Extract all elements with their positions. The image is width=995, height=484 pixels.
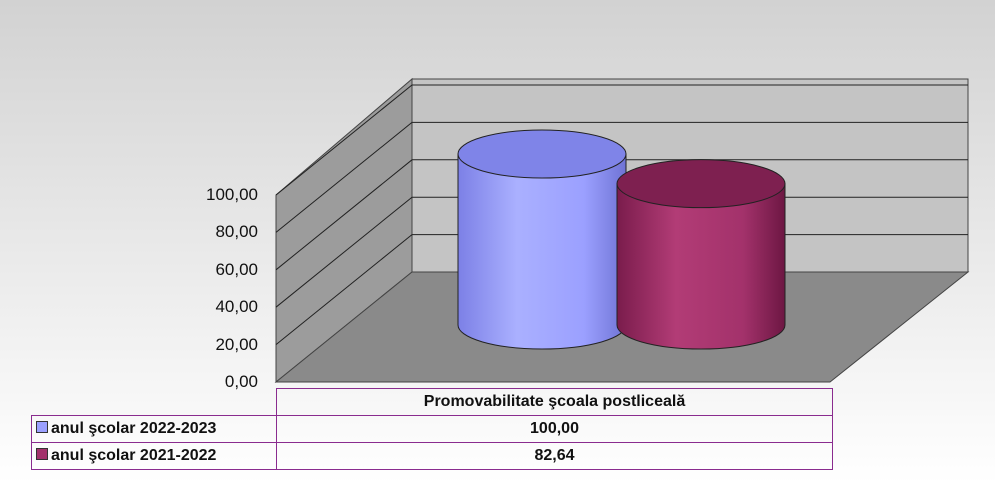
gridline (275, 84, 968, 196)
category-label: Promovabilitate şcoala postliceală (276, 388, 833, 416)
legend-swatch (36, 447, 48, 460)
bar-body (616, 183, 786, 350)
bar-body (457, 153, 627, 350)
series-name: anul şcolar 2022-2023 (51, 419, 217, 437)
data-table-corner (31, 388, 277, 416)
data-table-header-row: Promovabilitate şcoala postliceală (31, 388, 833, 416)
data-table: Promovabilitate şcoala postliceală anul … (31, 388, 833, 470)
gridline (275, 159, 968, 271)
legend-swatch (36, 420, 48, 433)
data-table-row: anul şcolar 2021-2022 82,64 (31, 441, 833, 470)
series-name: anul şcolar 2021-2022 (51, 446, 217, 464)
data-table-row: anul şcolar 2022-2023 100,00 (31, 414, 833, 443)
y-tick-label: 80,00 (215, 222, 258, 242)
y-tick-label: 60,00 (215, 259, 258, 279)
y-tick-label: 100,00 (206, 185, 258, 204)
bar-cylinder (616, 159, 786, 350)
data-value: 100,00 (276, 414, 833, 443)
y-tick-label: 0,00 (224, 372, 258, 391)
y-tick-label: 20,00 (215, 334, 258, 354)
data-value: 82,64 (276, 441, 833, 470)
bar-top (457, 129, 627, 179)
gridline (275, 121, 968, 233)
legend-entry: anul şcolar 2022-2023 (31, 414, 277, 443)
bar-cylinder (457, 129, 627, 350)
legend-entry: anul şcolar 2021-2022 (31, 441, 277, 470)
bar-top (616, 159, 786, 209)
y-tick-label: 40,00 (215, 297, 258, 317)
